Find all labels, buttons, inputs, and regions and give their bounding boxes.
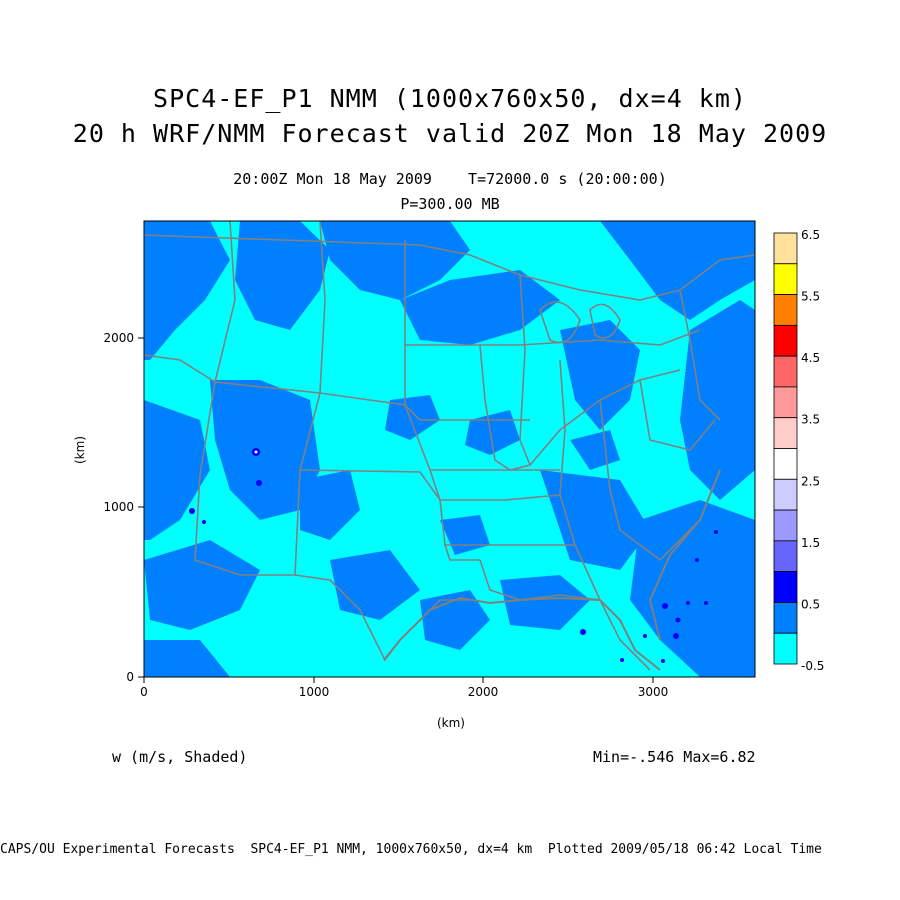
y-tick-label: 0 — [126, 670, 134, 684]
map-panel — [144, 221, 755, 677]
colorbar-label: 4.5 — [801, 351, 820, 365]
colorbar-swatch — [773, 540, 798, 573]
x-tick-labels: 0 1000 2000 3000 — [140, 685, 668, 699]
title-line-2: 20 h WRF/NMM Forecast valid 20Z Mon 18 M… — [72, 119, 828, 148]
colorbar-swatch — [773, 294, 798, 326]
colorbar-swatch — [773, 355, 798, 388]
x-tick-label: 1000 — [299, 685, 330, 699]
axis-ticks — [138, 337, 654, 683]
time-line: 20:00Z Mon 18 May 2009 T=72000.0 s (20:0… — [233, 170, 667, 188]
min-max-label: Min=-.546 Max=6.82 — [593, 748, 756, 766]
colorbar-label: 6.5 — [801, 228, 820, 242]
colorbar-swatch — [773, 386, 798, 419]
colorbar-swatch — [773, 509, 798, 542]
coastline — [383, 469, 721, 671]
colorbar-swatch — [773, 417, 798, 449]
colorbar-label: 0.5 — [801, 597, 820, 611]
y-tick-label: 2000 — [103, 331, 134, 345]
colorbar-swatch — [773, 232, 798, 265]
colorbar-label: 1.5 — [801, 536, 820, 550]
colorbar-swatch — [773, 632, 798, 665]
footer-credit: CAPS/OU Experimental Forecasts SPC4-EF_P… — [0, 842, 822, 857]
colorbar-label: -0.5 — [801, 659, 824, 673]
map-frame — [143, 220, 756, 678]
colorbar-swatch — [773, 324, 798, 357]
colorbar-swatch — [773, 602, 798, 634]
x-tick-label: 0 — [140, 685, 148, 699]
y-axis-label: (km) — [73, 436, 87, 464]
title-line-1: SPC4-EF_P1 NMM (1000x760x50, dx=4 km) — [153, 84, 747, 113]
variable-label: w (m/s, Shaded) — [112, 748, 248, 766]
colorbar-swatch — [773, 448, 798, 480]
y-tick-label: 1000 — [103, 500, 134, 514]
convective-cells — [189, 448, 718, 663]
colorbar-label: 3.5 — [801, 413, 820, 427]
boundaries — [144, 221, 755, 671]
x-tick-label: 2000 — [468, 685, 499, 699]
colorbar-swatch — [773, 571, 798, 603]
x-axis-label: (km) — [437, 716, 465, 730]
x-tick-label: 3000 — [638, 685, 669, 699]
colorbar: 6.5 5.5 4.5 3.5 2.5 1.5 0.5 -0.5 — [773, 228, 824, 673]
colorbar-label: 2.5 — [801, 474, 820, 488]
colorbar-swatch — [773, 478, 798, 511]
colorbar-swatch — [773, 263, 798, 295]
colorbar-label: 5.5 — [801, 290, 820, 304]
level-line: P=300.00 MB — [400, 195, 500, 213]
y-tick-labels: 0 1000 2000 — [103, 331, 134, 684]
